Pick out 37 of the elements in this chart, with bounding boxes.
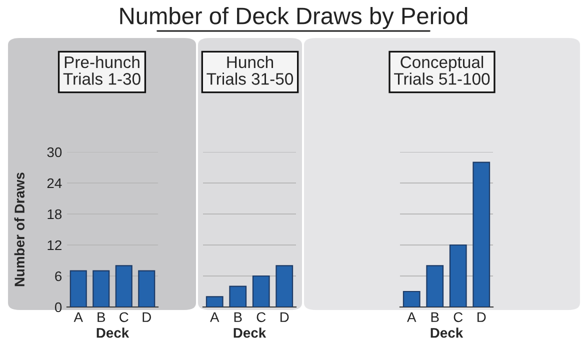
x-axis-title: Deck (234, 328, 266, 338)
chart-title: Pre-hunch (64, 56, 140, 68)
x-tick-label: B (431, 312, 439, 322)
bar (276, 265, 294, 307)
y-tick-label: 18 (48, 209, 62, 220)
chart-subtitle: Trials 51-100 (394, 72, 490, 85)
x-axis-title: Deck (430, 328, 464, 338)
x-tick-label: B (98, 312, 106, 322)
x-tick-label: D (142, 312, 151, 322)
x-tick-label: C (120, 312, 128, 322)
x-tick-label: C (256, 312, 266, 322)
y-tick-label: 6 (55, 271, 62, 282)
chart-title: Hunch (227, 56, 274, 68)
x-tick-label: A (210, 312, 220, 322)
x-axis-title: Deck (96, 328, 130, 338)
x-tick-label: D (280, 312, 289, 322)
bar (229, 286, 247, 307)
x-tick-label: A (407, 312, 416, 322)
y-tick-label: 30 (47, 147, 62, 158)
x-tick-label: B (234, 312, 242, 322)
bar (449, 244, 467, 307)
y-tick-label: 12 (48, 240, 62, 250)
y-tick-label: 0 (54, 302, 62, 312)
x-tick-label: D (478, 312, 486, 322)
bar (206, 296, 224, 307)
bar (426, 265, 444, 307)
chart-subtitle: Trials 31-50 (206, 72, 294, 85)
x-tick-label: A (74, 312, 83, 322)
chart-subtitle: Trials 1-30 (63, 72, 140, 85)
chart-title: Conceptual (400, 56, 484, 72)
x-tick-label: C (454, 312, 463, 322)
bar (252, 275, 270, 307)
bar (472, 162, 490, 307)
text: Number of Deck Draws by Period (120, 6, 468, 30)
y-axis-title: Number of Draws (14, 172, 24, 286)
bar (402, 290, 420, 307)
y-tick-label: 24 (47, 178, 62, 188)
